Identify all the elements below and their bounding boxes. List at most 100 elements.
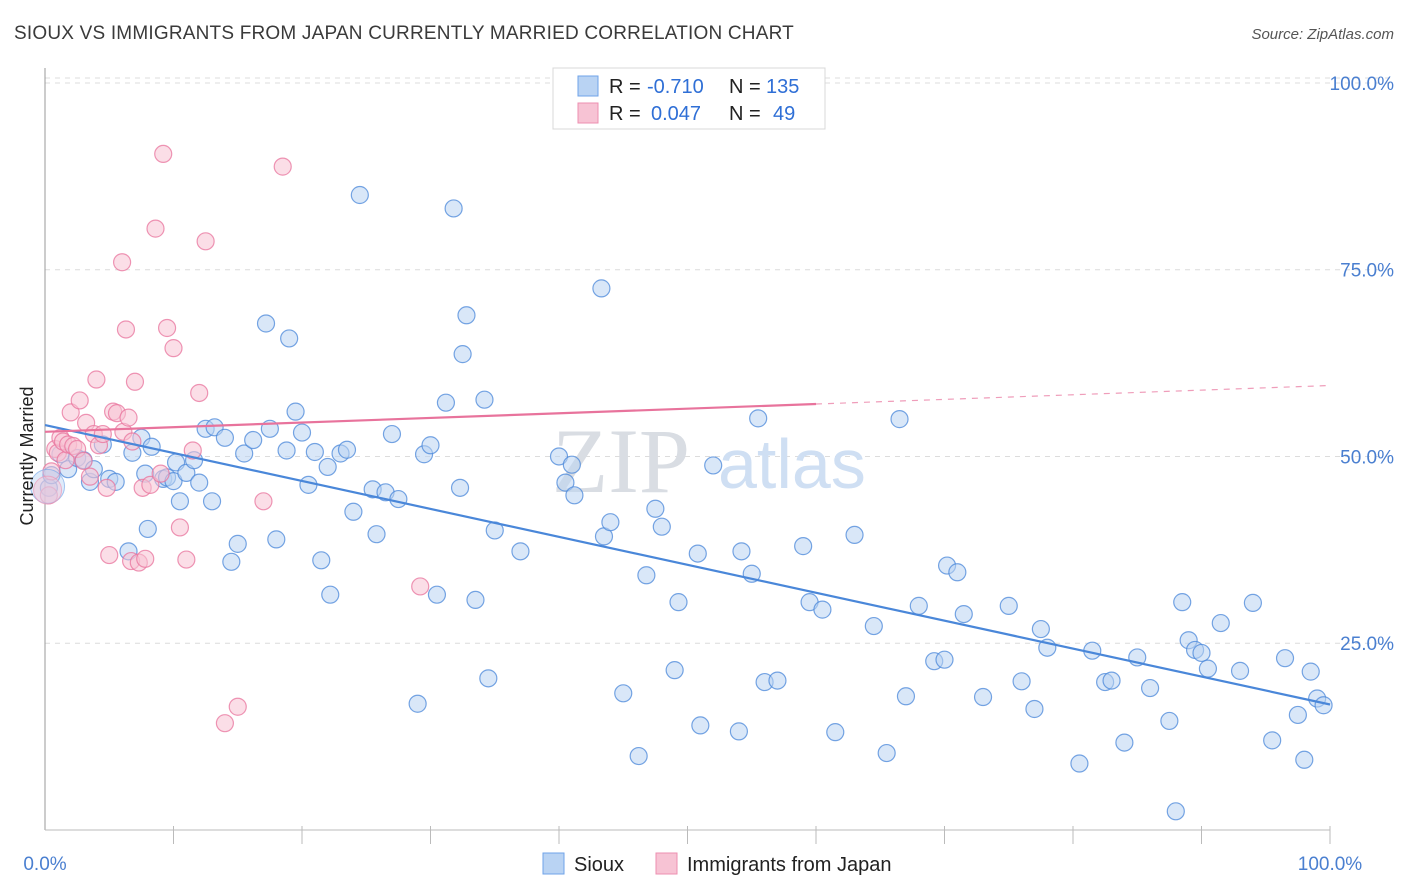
sioux-point xyxy=(601,513,620,532)
sioux-point xyxy=(457,306,476,325)
legend-r-label-1: R = xyxy=(609,76,641,98)
japan-trend-line xyxy=(44,402,817,433)
japan-point xyxy=(136,549,155,568)
legend-bottom-label-japan: Immigrants from Japan xyxy=(687,854,892,876)
sioux-point xyxy=(1288,705,1307,725)
sioux-point xyxy=(1012,672,1031,691)
sioux-point xyxy=(312,551,331,570)
legend-bottom-label-sioux: Sioux xyxy=(574,854,624,876)
sioux-point xyxy=(556,473,575,492)
legend-swatch-japan xyxy=(577,102,599,124)
sioux-point xyxy=(453,345,472,364)
sioux-point xyxy=(1173,593,1192,612)
y-tick-labels: 25.0% 50.0% 75.0% 100.0% xyxy=(1330,74,1395,655)
legend-n-value-1: 135 xyxy=(766,76,799,98)
sioux-point xyxy=(228,534,247,553)
sioux-point xyxy=(890,410,909,429)
sioux-point xyxy=(444,199,463,218)
japan-point xyxy=(123,432,142,451)
sioux-point xyxy=(999,596,1018,615)
sioux-point xyxy=(280,329,299,348)
sioux-point xyxy=(1031,619,1050,639)
sioux-point xyxy=(235,444,254,463)
japan-point xyxy=(196,232,215,251)
sioux-point xyxy=(935,650,954,669)
japan-point xyxy=(74,451,93,471)
legend-n-label-1: N = xyxy=(729,76,761,98)
sioux-point xyxy=(30,468,66,504)
japan-point xyxy=(177,550,196,569)
sioux-point xyxy=(1301,662,1320,681)
japan-point xyxy=(273,157,292,176)
sioux-point xyxy=(215,428,234,447)
sioux-point xyxy=(511,542,530,561)
japan-point xyxy=(97,478,116,497)
sioux-point xyxy=(170,492,190,511)
sioux-point xyxy=(877,743,896,763)
legend-r-value-2: 0.047 xyxy=(651,103,701,125)
sioux-point xyxy=(1263,731,1282,750)
legend-bottom: Sioux Immigrants from Japan xyxy=(542,852,892,876)
sioux-point xyxy=(732,542,751,561)
sioux-point xyxy=(629,746,648,766)
sioux-point xyxy=(427,585,447,604)
japan-point xyxy=(80,467,100,486)
japan-point xyxy=(112,253,132,272)
sioux-point xyxy=(704,456,723,475)
sioux-point xyxy=(244,430,263,450)
sioux-point xyxy=(1025,699,1044,719)
sioux-point xyxy=(267,530,286,549)
sioux-point xyxy=(479,669,498,688)
sioux-point xyxy=(646,499,665,518)
sioux-point xyxy=(421,436,440,455)
sioux-point xyxy=(321,585,340,604)
japan-point xyxy=(119,408,138,427)
sioux-point xyxy=(408,694,427,713)
sioux-point xyxy=(222,552,241,571)
sioux-point xyxy=(1314,696,1333,715)
sioux-point xyxy=(305,442,324,462)
sioux-point xyxy=(813,600,832,619)
japan-point xyxy=(164,339,183,358)
sioux-point xyxy=(286,402,305,421)
legend-r-label-2: R = xyxy=(609,103,641,125)
japan-point xyxy=(183,441,202,460)
sioux-point xyxy=(973,687,993,707)
sioux-point xyxy=(1192,643,1211,663)
sioux-point xyxy=(1211,613,1230,633)
sioux-point xyxy=(896,687,916,706)
gridlines xyxy=(45,77,1392,644)
sioux-point xyxy=(592,279,611,298)
sioux-point xyxy=(549,447,569,466)
watermark-atlas: atlas xyxy=(718,425,866,503)
y-tick-label: 75.0% xyxy=(1340,261,1394,282)
sioux-point xyxy=(277,441,296,460)
sioux-point xyxy=(1115,733,1134,752)
legend-n-value-2: 49 xyxy=(773,103,795,125)
sioux-point xyxy=(1295,750,1314,769)
chart-source: Source: ZipAtlas.com xyxy=(1251,26,1394,43)
sioux-point xyxy=(389,489,408,509)
sioux-point xyxy=(1243,593,1263,612)
japan-point xyxy=(411,577,430,596)
sioux-point xyxy=(794,537,813,556)
sioux-point xyxy=(729,722,749,741)
sioux-point xyxy=(845,525,864,545)
sioux-point xyxy=(337,440,357,459)
sioux-point xyxy=(688,544,707,563)
sioux-point xyxy=(909,596,928,615)
japan-point xyxy=(87,370,106,389)
japan-point xyxy=(146,219,165,238)
sioux-point xyxy=(652,517,671,536)
sioux-point xyxy=(826,723,845,742)
x-tick-marks xyxy=(173,826,1331,844)
x-tick-label-min: 0.0% xyxy=(23,854,66,875)
sioux-point xyxy=(562,455,581,474)
japan-trend-line-extension xyxy=(815,384,1331,405)
sioux-point xyxy=(1102,671,1121,690)
sioux-point xyxy=(1275,649,1295,668)
sioux-point xyxy=(954,604,973,624)
japan-point xyxy=(125,372,145,391)
legend-bottom-swatch-sioux xyxy=(542,852,565,875)
